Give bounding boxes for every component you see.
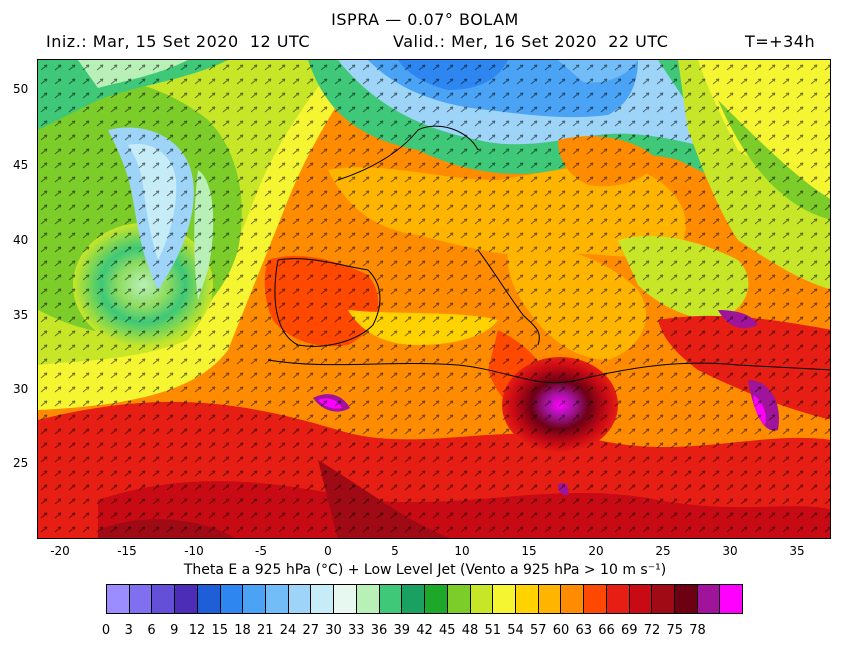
legend-swatch [197, 585, 221, 613]
low-level-jet-vectors [38, 60, 830, 538]
legend-swatch [720, 585, 743, 613]
lon-tick: 15 [521, 544, 537, 558]
legend-swatch [311, 585, 335, 613]
legend-swatch [493, 585, 516, 613]
chart-title: ISPRA — 0.07° BOLAM [331, 10, 519, 29]
legend-label: 51 [484, 623, 502, 638]
legend-label: 57 [529, 623, 547, 638]
legend-label: 72 [643, 623, 661, 638]
legend-label: 24 [279, 623, 297, 638]
legend-label: 30 [325, 623, 342, 638]
lon-tick: -5 [255, 544, 267, 558]
legend-swatch [356, 585, 380, 613]
legend-swatch [152, 585, 176, 613]
legend-swatch [288, 585, 312, 613]
legend-swatch [652, 585, 675, 613]
lon-tick: 30 [722, 544, 738, 558]
coastline-iberia [274, 258, 381, 347]
lon-tick: 25 [655, 544, 671, 558]
legend-swatch [175, 585, 198, 613]
forecast-step: T=+34h [745, 32, 816, 51]
lon-tick: 20 [588, 544, 604, 558]
legend-label: 21 [256, 623, 274, 638]
lat-tick: 35 [13, 308, 29, 322]
lon-tick: -20 [50, 544, 70, 558]
legend-label: 66 [598, 623, 615, 638]
legend-title: Theta E a 925 hPa (°C) + Low Level Jet (… [183, 562, 667, 578]
legend-label: 0 [101, 623, 111, 638]
lon-tick: -15 [117, 544, 137, 558]
legend-swatch [538, 585, 562, 613]
legend-swatch [561, 585, 585, 613]
legend-label: 42 [416, 623, 433, 638]
map-panel [37, 59, 831, 539]
legend-swatch [220, 585, 244, 613]
legend-label: 33 [347, 623, 365, 638]
lon-tick: -10 [184, 544, 204, 558]
legend-label: 78 [689, 623, 706, 638]
coastline-france [337, 125, 479, 181]
legend-label: 15 [211, 623, 229, 638]
legend-label: 45 [438, 623, 456, 638]
lat-tick: 45 [13, 158, 29, 172]
legend-swatch [629, 585, 653, 613]
legend-label: 3 [124, 623, 133, 638]
lat-tick: 25 [13, 456, 29, 470]
legend-label: 60 [552, 623, 570, 638]
lat-tick: 40 [13, 233, 29, 247]
lon-tick: 35 [789, 544, 805, 558]
legend-label: 36 [370, 623, 388, 638]
legend-label: 12 [188, 623, 206, 638]
legend-label: 54 [507, 623, 524, 638]
legend-swatch [425, 585, 448, 613]
lon-tick: 0 [324, 544, 332, 558]
legend-swatch [470, 585, 494, 613]
lat-tick: 30 [13, 382, 29, 396]
legend-label: 69 [620, 623, 638, 638]
legend-swatch [129, 585, 153, 613]
lon-tick: 5 [391, 544, 399, 558]
legend-swatch [447, 585, 471, 613]
coastline-italy [477, 249, 540, 346]
legend-label: 39 [393, 623, 411, 638]
legend-swatch [697, 585, 721, 613]
legend-label: 75 [666, 623, 684, 638]
theta-e-field [38, 60, 830, 538]
legend-label: 9 [170, 623, 179, 638]
legend-swatch [674, 585, 698, 613]
legend-swatch [584, 585, 607, 613]
legend-label: 6 [147, 623, 156, 638]
legend-label: 27 [302, 623, 320, 638]
legend-label: 63 [575, 623, 593, 638]
legend-swatch [515, 585, 539, 613]
legend-swatch [402, 585, 426, 613]
legend-label: 48 [461, 623, 479, 638]
valid-time: Valid.: Mer, 16 Set 2020 22 UTC [393, 32, 669, 51]
lon-tick: 10 [454, 544, 470, 558]
init-time: Iniz.: Mar, 15 Set 2020 12 UTC [46, 32, 310, 51]
legend-swatch [334, 585, 357, 613]
legend-swatch [606, 585, 630, 613]
legend-swatch [266, 585, 289, 613]
legend-swatch [243, 585, 267, 613]
legend-swatch [379, 585, 403, 613]
legend-label: 18 [234, 623, 251, 638]
coastline-north-africa [267, 359, 830, 384]
color-legend [106, 584, 743, 614]
legend-swatch [107, 585, 130, 613]
lat-tick: 50 [13, 82, 29, 96]
